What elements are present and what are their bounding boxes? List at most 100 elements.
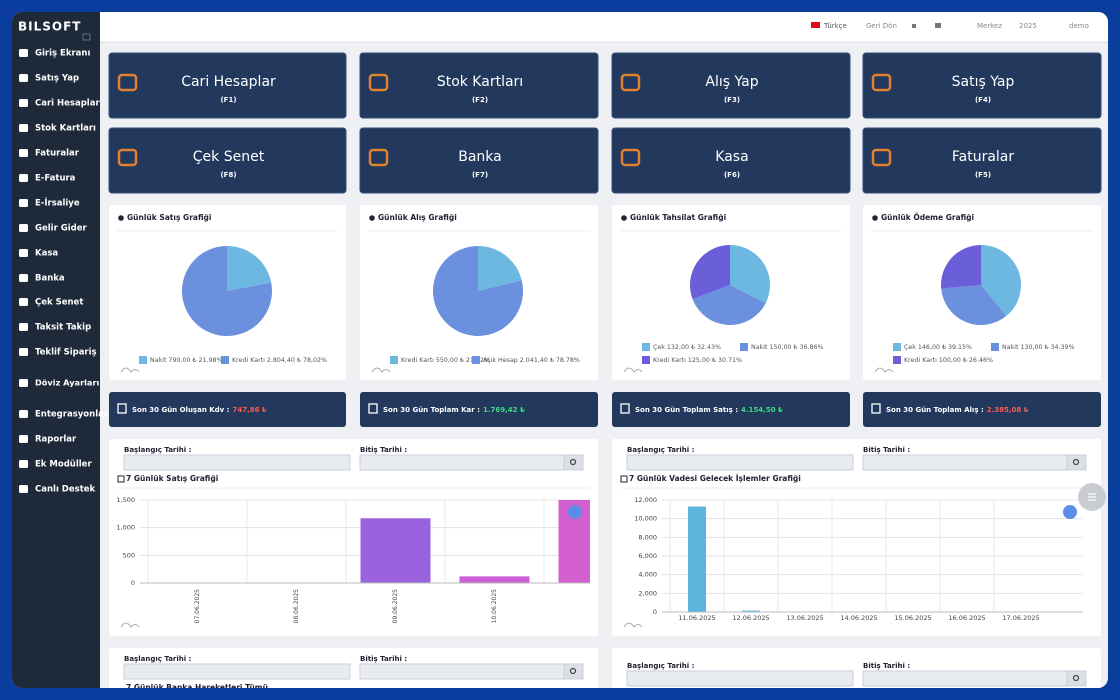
- summary-bar: [109, 392, 346, 427]
- pie-slice: [692, 285, 766, 326]
- tile[interactable]: [862, 52, 1102, 119]
- pie-slice: [981, 245, 1021, 317]
- menu-icon: [19, 298, 28, 306]
- filter-label: Başlangıç Tarihi :: [627, 662, 695, 670]
- menu-item: Canlı Destek: [35, 485, 96, 495]
- date-input[interactable]: [862, 670, 1087, 687]
- menu-icon: [19, 249, 28, 257]
- search-icon: [1072, 674, 1080, 682]
- tile-label: Satış Yap: [952, 74, 1015, 90]
- card-title: Günlük Alış Grafiği: [378, 213, 457, 222]
- tile-icon: [871, 148, 892, 167]
- menu-icon: [19, 74, 28, 82]
- date-input[interactable]: [626, 670, 854, 687]
- user: demo: [1069, 22, 1089, 30]
- tile[interactable]: [108, 127, 347, 194]
- footer-icon: [623, 622, 643, 628]
- title-icon: [369, 215, 375, 221]
- tile[interactable]: [359, 52, 599, 119]
- date-input[interactable]: [359, 454, 584, 471]
- menu-icon: [19, 199, 28, 207]
- menu-hit[interactable]: [12, 478, 100, 500]
- menu-hit[interactable]: [12, 341, 100, 363]
- search-button[interactable]: [1066, 454, 1087, 471]
- menu-icon: [19, 124, 28, 132]
- menu-item: Banka: [35, 274, 65, 284]
- menu-hit[interactable]: [12, 167, 100, 189]
- date-input[interactable]: [123, 663, 351, 680]
- menu-hit[interactable]: [12, 142, 100, 164]
- menu-hit[interactable]: [12, 42, 100, 64]
- legend-swatch: [139, 356, 147, 364]
- menu-hit[interactable]: [12, 117, 100, 139]
- search-icon: [1072, 458, 1080, 466]
- tile-key: (F2): [472, 96, 488, 104]
- menu-item: Kasa: [35, 249, 58, 259]
- menu-hit[interactable]: [12, 242, 100, 264]
- tile-label: Kasa: [715, 149, 748, 165]
- tile[interactable]: [611, 52, 851, 119]
- tile[interactable]: [108, 52, 347, 119]
- search-button[interactable]: [1066, 670, 1087, 687]
- menu-item: Entegrasyonlar: [35, 410, 109, 420]
- x-tick-label: 17.06.2025: [1002, 614, 1039, 622]
- date-input[interactable]: [359, 663, 584, 680]
- legend-swatch: [390, 356, 398, 364]
- filter-label: Bitiş Tarihi :: [863, 662, 910, 670]
- search-button[interactable]: [563, 454, 584, 471]
- flag: [811, 22, 820, 28]
- date-input[interactable]: [862, 454, 1087, 471]
- filter-label: Bitiş Tarihi :: [360, 655, 407, 663]
- y-tick-label: 1,500: [116, 496, 135, 504]
- menu-hit[interactable]: [12, 453, 100, 475]
- tile-label: Çek Senet: [193, 149, 265, 165]
- topbar: [100, 12, 1108, 42]
- legend-swatch: [642, 356, 650, 364]
- pie-slice: [941, 245, 981, 289]
- summary-value: 4.154,50 ₺: [741, 406, 783, 414]
- chart-menu[interactable]: [1063, 505, 1077, 519]
- date-input[interactable]: [123, 454, 351, 471]
- legend-swatch: [893, 343, 901, 351]
- summary-label: Son 30 Gün Toplam Kar :: [383, 406, 480, 414]
- menu-hit[interactable]: [12, 291, 100, 313]
- menu-hit[interactable]: [12, 92, 100, 114]
- card: [612, 648, 1101, 688]
- menu-hit[interactable]: [12, 217, 100, 239]
- x-tick-label: 16.06.2025: [948, 614, 985, 622]
- tile-label: Faturalar: [952, 149, 1015, 165]
- filter-label: Bitiş Tarihi :: [360, 446, 407, 454]
- pie-slice: [730, 245, 771, 304]
- title-icon: [872, 215, 878, 221]
- tile-key: (F8): [220, 171, 236, 179]
- summary-icon: [368, 403, 378, 414]
- footer-icon: [874, 367, 894, 373]
- chart-menu[interactable]: [568, 505, 582, 519]
- menu-hit[interactable]: [12, 192, 100, 214]
- menu-hit[interactable]: [12, 372, 100, 394]
- menu-icon: [19, 410, 28, 418]
- menu-hit[interactable]: [12, 403, 100, 425]
- summary-label: Son 30 Gün Toplam Alış :: [886, 406, 984, 414]
- menu-hit[interactable]: [12, 267, 100, 289]
- y-tick-label: 0: [653, 608, 657, 616]
- tile[interactable]: [359, 127, 599, 194]
- menu-hit[interactable]: [12, 316, 100, 338]
- date-input[interactable]: [626, 454, 854, 471]
- legend-swatch: [991, 343, 999, 351]
- search-button[interactable]: [563, 663, 584, 680]
- menu-icon: [19, 49, 28, 57]
- tile[interactable]: [862, 127, 1102, 194]
- menu-hit[interactable]: [12, 67, 100, 89]
- summary-bar: [612, 392, 850, 427]
- pie-slice: [941, 285, 1007, 325]
- x-tick-label: 07.06.2025: [194, 589, 201, 624]
- menu-hit[interactable]: [12, 428, 100, 450]
- tile[interactable]: [611, 127, 851, 194]
- menu-toggle[interactable]: [82, 33, 91, 41]
- card: [109, 648, 598, 688]
- card-title: Günlük Tahsilat Grafiği: [630, 213, 726, 222]
- y-tick-label: 500: [123, 551, 135, 559]
